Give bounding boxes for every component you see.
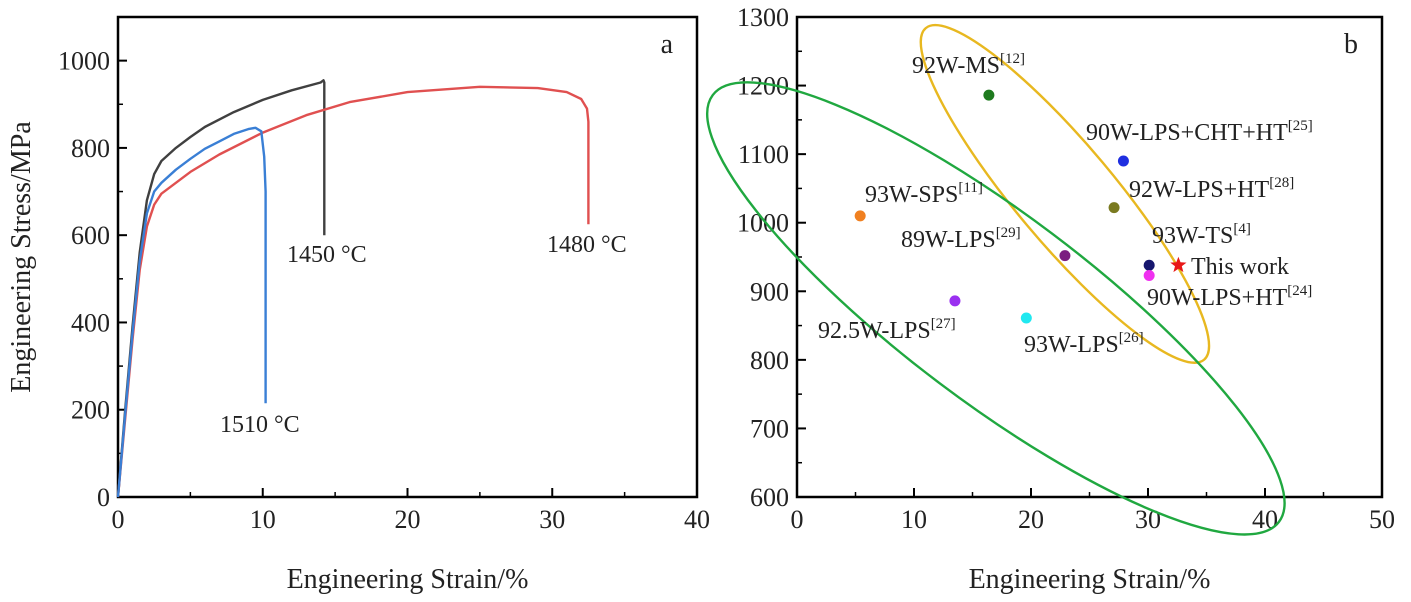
data-point-star [1170,256,1187,273]
x-tick-label: 40 [1252,505,1278,534]
data-point [1117,155,1129,167]
y-tick-label: 800 [71,134,110,163]
x-tick-label: 20 [1018,505,1044,534]
y-tick-label: 800 [750,346,789,375]
series-line [116,85,590,498]
point-label: 90W-LPS+CHT+HT[25] [1086,118,1313,146]
point-label-ref: [25] [1288,118,1313,134]
plot-frame [795,15,1384,499]
point-label-ref: [4] [1233,221,1251,237]
point-label-text: This work [1191,254,1289,280]
y-tick-label: 1000 [58,47,110,76]
y-tick-label: 400 [71,308,110,337]
panel-b: 0 10 20 30 40 506007008009001000110012001300E… [706,3,1395,595]
point-label-text: 90W-LPS+CHT+HT [1086,120,1288,146]
x-tick-label: 10 [901,505,927,534]
x-tick-label: 10 [250,505,276,534]
point-label: 90W-LPS+HT[24] [1147,283,1312,311]
x-tick-label: 50 [1369,505,1395,534]
point-label: 89W-LPS[29] [901,225,1021,253]
x-axis-title: Engineering Strain/% [287,564,529,595]
y-tick-label: 200 [71,396,110,425]
x-axis-title: Engineering Strain/% [969,564,1211,595]
point-label: 92W-MS[12] [912,51,1025,79]
data-point [949,295,961,307]
point-label-ref: [26] [1119,330,1144,346]
point-label: 92W-LPS+HT[28] [1129,175,1294,203]
x-tick-label: 0 [112,505,125,534]
point-label-ref: [29] [996,225,1021,241]
y-tick-label: 600 [750,483,789,512]
point-label: 93W-TS[4] [1152,221,1251,249]
point-label-text: 89W-LPS [901,227,996,253]
point-label: 93W-SPS[11] [865,180,983,208]
point-label-ref: [28] [1269,175,1294,191]
y-tick-label: 0 [97,483,110,512]
x-tick-label: 20 [395,505,421,534]
y-tick-label: 700 [750,414,789,443]
series-line [116,126,267,498]
data-point [1143,259,1155,271]
data-point [1108,202,1120,214]
y-tick-label: 1100 [738,140,789,169]
panel-letter: b [1344,29,1358,60]
series-label: 1510 °C [220,412,300,438]
point-label-text: 93W-LPS [1024,332,1119,358]
point-label-text: 92W-MS [912,53,1000,79]
y-tick-label: 900 [750,277,789,306]
point-label-ref: [11] [958,180,982,196]
point-label-ref: [12] [1000,51,1025,67]
point-label-text: 92W-LPS+HT [1129,177,1270,203]
group-ellipse [919,23,1211,364]
data-point [1059,250,1071,262]
point-label: This work [1191,254,1289,280]
data-point [983,89,995,101]
series-label: 1480 °C [547,232,627,258]
point-label-ref: [27] [931,316,956,332]
y-tick-label: 1300 [737,3,789,32]
point-label-ref: [24] [1287,283,1312,299]
point-label-text: 93W-SPS [865,182,958,208]
point-label: 92.5W-LPS[27] [818,316,956,344]
x-tick-label: 40 [684,505,710,534]
data-point [1143,270,1155,282]
y-axis-title: Engineering Stress/MPa [6,121,37,393]
point-label: 93W-LPS[26] [1024,330,1144,358]
x-tick-label: 0 [791,505,804,534]
point-label-text: 90W-LPS+HT [1147,285,1288,311]
y-tick-label: 1000 [737,209,789,238]
y-tick-label: 600 [71,221,110,250]
x-tick-label: 30 [539,505,565,534]
panel-letter: a [661,29,674,60]
point-label-text: 92.5W-LPS [818,318,931,344]
series-label: 1450 °C [287,242,367,268]
point-label-text: 93W-TS [1152,223,1233,249]
group-ellipse [706,81,1286,536]
data-point [854,210,866,222]
data-point [1020,312,1032,324]
